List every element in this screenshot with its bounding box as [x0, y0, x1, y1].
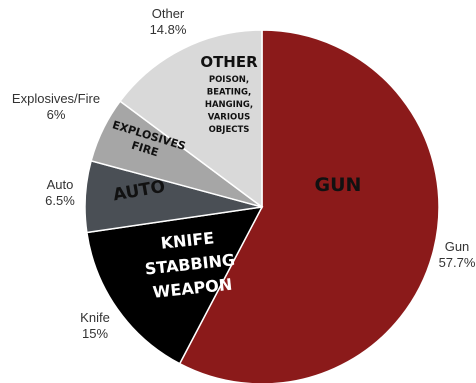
pie-inner-label-other: OTHER POISON, BEATING, HANGING, VARIOUS OBJEC…: [200, 53, 258, 135]
pie-slice-gun: [178, 29, 440, 383]
pie-outer-label-auto: Auto 6.5%: [45, 177, 75, 208]
pie-slice-knife: [85, 206, 264, 365]
pie-outer-label-other: Other 14.8%: [150, 6, 187, 37]
pie-outer-label-explosives-fire: Explosives/Fire 6%: [12, 91, 100, 122]
pie-slices: [84, 29, 440, 383]
pie-inner-label-gun: GUN: [315, 174, 362, 196]
pie-outer-label-gun: Gun 57.7%: [439, 239, 476, 270]
pie-inner-labels: GUNKNIFESTABBINGWEAPONAUTOEXPLOSIVESFIRE…: [111, 53, 362, 302]
pie-slice-other: [119, 29, 263, 209]
pie-outer-label-knife: Knife 15%: [80, 310, 110, 341]
pie-outer-labels: Gun 57.7% Knife 15% Auto 6.5% Explosives/Fire 6…: [12, 6, 476, 341]
